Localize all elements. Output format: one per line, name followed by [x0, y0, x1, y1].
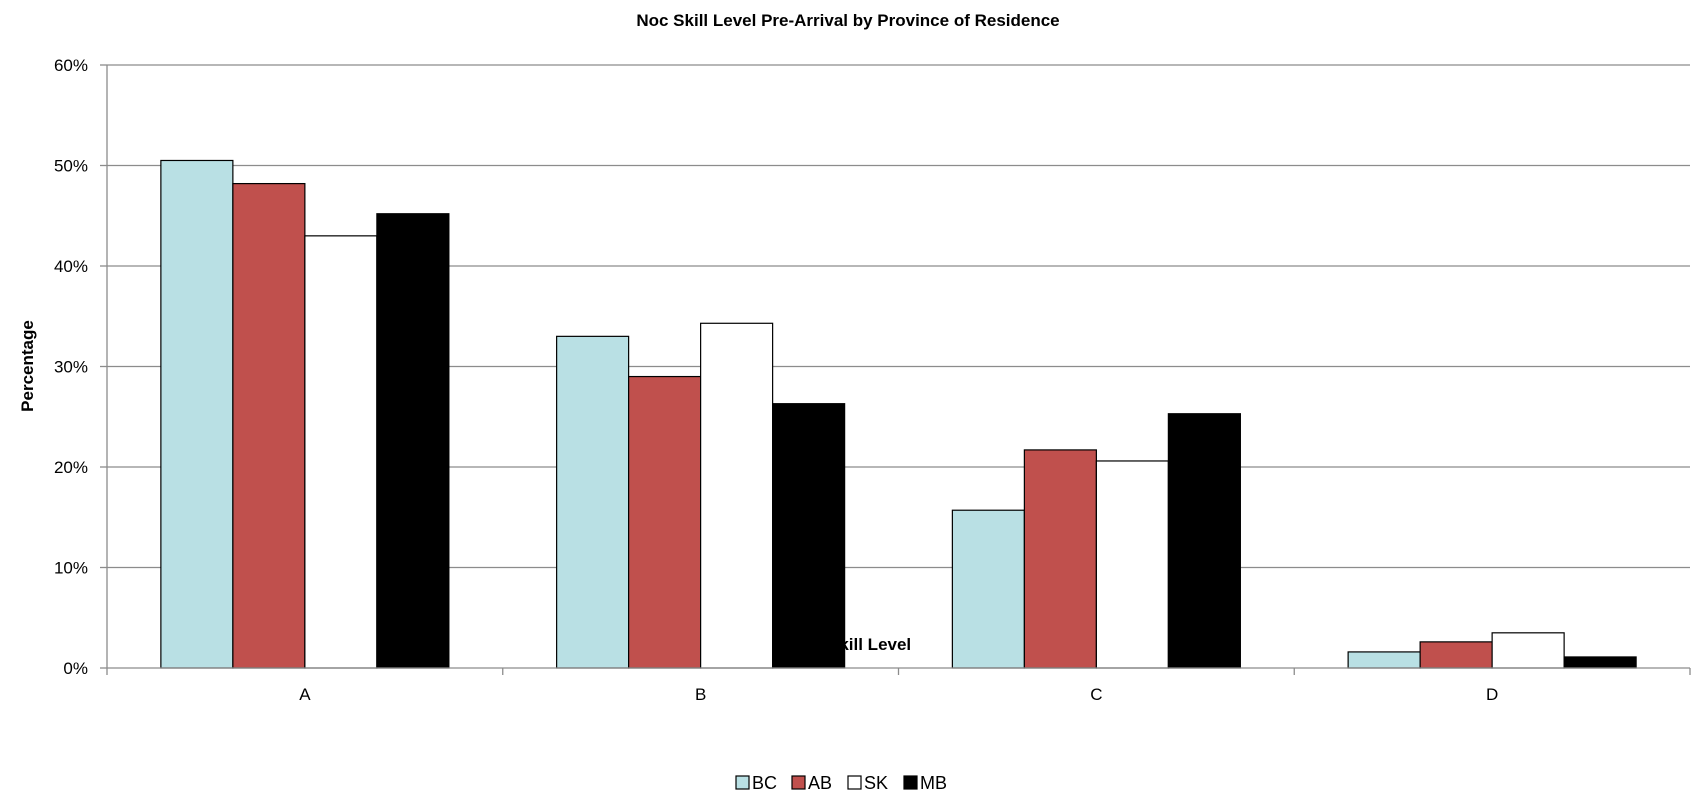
x-axis-title: Skill Level	[828, 635, 911, 654]
bar-mb-a	[376, 213, 450, 669]
x-tick-label: B	[695, 685, 706, 704]
y-tick-label: 50%	[54, 157, 88, 176]
y-tick-label: 10%	[54, 559, 88, 578]
legend-swatch-bc	[735, 775, 750, 790]
bar-bc-c	[951, 509, 1025, 669]
bar-bc-a	[160, 159, 234, 669]
bar-mb-d	[1563, 656, 1637, 669]
bar-sk-c	[1095, 460, 1169, 669]
chart-title: Noc Skill Level Pre-Arrival by Province …	[636, 11, 1059, 30]
y-tick-label: 0%	[63, 659, 88, 678]
y-tick-label: 60%	[54, 56, 88, 75]
bars	[160, 159, 1637, 669]
y-tick-label: 20%	[54, 458, 88, 477]
bar-ab-c	[1023, 449, 1097, 669]
x-tick-label: A	[299, 685, 311, 704]
y-axis-title: Percentage	[18, 320, 37, 412]
x-tick-label: D	[1486, 685, 1498, 704]
legend-label-mb: MB	[920, 773, 947, 793]
x-tick-label: C	[1090, 685, 1102, 704]
x-tick-labels: A B C D	[299, 685, 1498, 704]
bar-ab-d	[1419, 641, 1493, 669]
bar-sk-b	[700, 322, 774, 669]
legend-label-bc: BC	[752, 773, 777, 793]
axes	[106, 65, 1691, 675]
y-tick-label: 30%	[54, 358, 88, 377]
bar-bc-d	[1347, 651, 1421, 669]
bar-sk-a	[304, 235, 378, 669]
bar-mb-c	[1167, 413, 1241, 669]
bar-ab-b	[628, 375, 702, 669]
bar-ab-a	[232, 182, 306, 669]
legend-swatch-ab	[791, 775, 806, 790]
y-tick-labels: 0% 10% 20% 30% 40% 50% 60%	[54, 56, 88, 678]
legend-swatch-mb	[903, 775, 918, 790]
bar-mb-b	[772, 403, 846, 669]
bar-sk-d	[1491, 632, 1565, 669]
legend-swatch-sk	[847, 775, 862, 790]
bar-bc-b	[556, 335, 630, 669]
y-tick-label: 40%	[54, 257, 88, 276]
legend-label-sk: SK	[864, 773, 888, 793]
legend-label-ab: AB	[808, 773, 832, 793]
legend: BC AB SK MB	[735, 773, 947, 793]
